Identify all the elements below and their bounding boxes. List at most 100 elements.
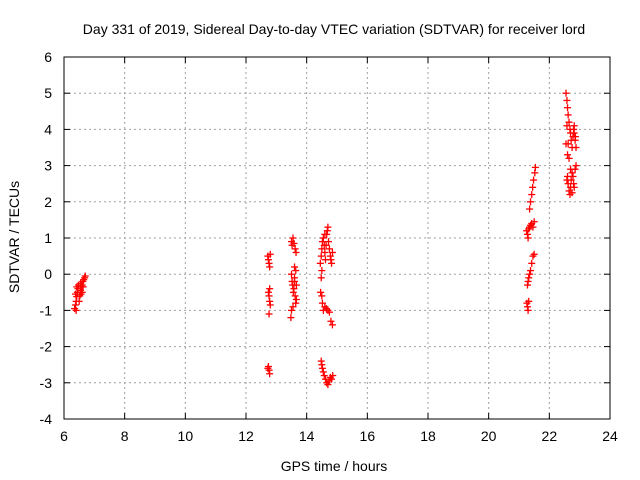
- data-point: [567, 165, 575, 173]
- data-point: [565, 154, 573, 162]
- data-point: [563, 122, 571, 130]
- data-point: [530, 218, 538, 226]
- x-tick-label: 6: [60, 428, 68, 444]
- y-tick-labels: -4 -3 -2 -1 0 1 2 3 4 5 6: [40, 49, 53, 427]
- data-point: [526, 270, 534, 278]
- y-tick-label: -2: [40, 339, 53, 355]
- data-point: [324, 223, 332, 231]
- data-point: [266, 285, 274, 293]
- y-tick-label: 2: [44, 194, 52, 210]
- data-point: [572, 162, 580, 170]
- data-point: [569, 172, 577, 180]
- data-point: [525, 274, 533, 282]
- x-tick-label: 10: [178, 428, 194, 444]
- data-point: [317, 252, 325, 260]
- data-point: [318, 292, 326, 300]
- data-point: [526, 205, 534, 213]
- data-point: [321, 375, 329, 383]
- data-point: [266, 263, 274, 271]
- data-point: [568, 189, 576, 197]
- data-point: [292, 248, 300, 256]
- data-point: [564, 151, 572, 159]
- data-point: [318, 238, 326, 246]
- y-tick-label: -1: [40, 302, 53, 318]
- data-point: [572, 144, 580, 151]
- y-tick-label: 0: [44, 266, 52, 282]
- y-tick-label: 3: [44, 158, 52, 174]
- data-point: [562, 89, 570, 97]
- data-point: [291, 245, 299, 253]
- data-point: [72, 306, 80, 314]
- data-point: [266, 301, 274, 309]
- grid-lines: [64, 57, 610, 419]
- data-point: [287, 314, 295, 322]
- data-point: [529, 223, 537, 231]
- data-point: [288, 306, 295, 314]
- data-point: [567, 176, 575, 184]
- data-point: [327, 317, 335, 325]
- data-point: [288, 270, 295, 278]
- x-tick-label: 22: [542, 428, 558, 444]
- x-tick-labels: 6 8 10 12 14 16 18 20 22 24: [60, 428, 618, 444]
- x-axis-label: GPS time / hours: [281, 458, 388, 474]
- data-point: [525, 297, 533, 305]
- data-point: [563, 96, 571, 104]
- data-point: [568, 169, 576, 177]
- y-tick-label: 6: [44, 49, 52, 65]
- data-point: [328, 248, 336, 256]
- data-point: [530, 250, 538, 258]
- data-point: [290, 285, 298, 293]
- data-point: [266, 370, 274, 378]
- y-tick-label: 1: [44, 230, 52, 246]
- y-axis-label: SDTVAR / TECUs: [6, 181, 22, 293]
- data-point: [320, 372, 328, 380]
- y-tick-label: 4: [44, 121, 52, 137]
- data-point: [318, 299, 326, 307]
- data-point: [318, 267, 326, 275]
- data-point: [570, 122, 578, 130]
- data-point: [527, 267, 535, 275]
- data-point: [529, 183, 537, 191]
- data-point: [564, 111, 572, 119]
- x-tick-label: 16: [360, 428, 376, 444]
- data-point: [318, 364, 326, 372]
- y-tick-label: -4: [40, 411, 53, 427]
- x-tick-label: 12: [238, 428, 254, 444]
- data-point: [319, 368, 327, 376]
- data-points: [71, 89, 580, 389]
- data-point: [292, 296, 300, 304]
- data-point: [291, 263, 299, 271]
- x-tick-label: 24: [602, 428, 618, 444]
- data-point: [319, 234, 327, 242]
- data-point: [571, 133, 579, 141]
- data-point: [564, 104, 572, 112]
- x-tick-label: 20: [481, 428, 497, 444]
- data-point: [324, 381, 332, 389]
- x-tick-label: 14: [299, 428, 315, 444]
- data-point: [81, 272, 89, 280]
- data-point: [570, 129, 578, 137]
- x-tick-label: 8: [121, 428, 129, 444]
- x-tick-label: 18: [420, 428, 436, 444]
- data-point: [318, 245, 326, 253]
- data-point: [527, 198, 535, 206]
- data-point: [264, 364, 272, 372]
- data-point: [78, 288, 86, 296]
- data-point: [317, 288, 325, 296]
- data-point: [289, 234, 297, 242]
- data-point: [322, 241, 330, 249]
- data-point: [289, 303, 297, 311]
- data-point: [570, 183, 578, 191]
- axis-ticks: [63, 56, 611, 420]
- y-tick-label: 5: [44, 85, 52, 101]
- data-point: [290, 239, 298, 247]
- y-tick-label: -3: [40, 375, 53, 391]
- data-point: [75, 281, 83, 289]
- data-point: [565, 118, 573, 126]
- data-point: [562, 140, 570, 148]
- data-point: [325, 308, 333, 316]
- data-point: [317, 274, 325, 282]
- data-point: [524, 234, 532, 242]
